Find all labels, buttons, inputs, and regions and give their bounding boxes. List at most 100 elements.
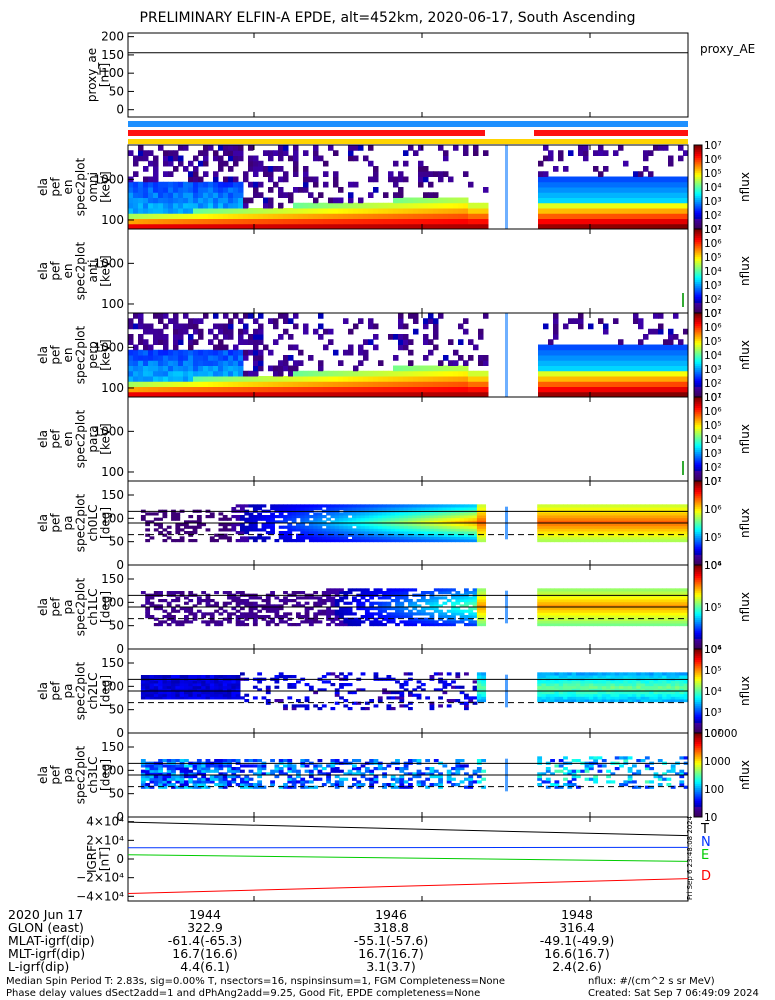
spec-perp-cell xyxy=(198,318,204,324)
pa-ch1-cell xyxy=(683,615,689,619)
spec-perp-cell xyxy=(388,391,394,398)
spec-perp-cell xyxy=(423,355,429,361)
pa-ch0-cell xyxy=(567,517,573,521)
spec-perp-cell xyxy=(188,376,194,382)
spec-perp-cell xyxy=(398,391,404,398)
spec-perp-cell xyxy=(378,386,384,393)
spec-perp-cell xyxy=(128,386,134,393)
spec-omni-cell xyxy=(138,187,144,193)
spec-omni-cell xyxy=(438,202,444,209)
spec-perp-cell xyxy=(178,386,184,393)
spec-omni-cell xyxy=(258,181,264,188)
spec-perp-cell xyxy=(653,365,659,372)
pa-ch1-cell xyxy=(550,604,555,608)
pa-ch0-cell xyxy=(623,517,629,521)
spec-omni-cell xyxy=(583,155,589,162)
pa-ch1-cell xyxy=(278,620,284,624)
spec-omni-cell xyxy=(538,208,544,214)
spec-perp-cell xyxy=(143,349,149,356)
pa-ch1-cell xyxy=(188,599,194,603)
pa-ch1-cell xyxy=(476,609,482,613)
pa-ch0-cell xyxy=(476,515,482,519)
spec-perp-cell xyxy=(303,370,309,377)
pa-ch0-cell xyxy=(433,517,439,521)
pa-ch1-cell xyxy=(640,604,646,608)
spec-perp-cell xyxy=(438,313,444,319)
spec-omni-cell xyxy=(233,208,239,214)
spec-omni-cell xyxy=(618,176,624,183)
pa-ch1-cell xyxy=(545,617,551,621)
spec-omni-cell xyxy=(483,202,489,209)
spec-perp-cell xyxy=(668,370,674,377)
spec-perp-cell xyxy=(143,344,149,351)
pa-ch1-cell xyxy=(399,601,405,605)
spec-para-colorbar-cell xyxy=(694,439,702,442)
spec-perp-cell xyxy=(193,323,199,330)
spec-omni-cell xyxy=(408,218,414,225)
pa-ch0-cell xyxy=(649,504,655,508)
pa-ch1-cell xyxy=(420,623,426,627)
spec-perp-cell xyxy=(628,370,634,377)
spec-omni-cell xyxy=(193,181,199,188)
spec-omni-cell xyxy=(148,223,154,230)
spec-perp-cell xyxy=(588,391,594,398)
spec-perp-cell xyxy=(328,386,334,393)
spec-perp-cell xyxy=(403,381,409,387)
spec-perp-cell xyxy=(568,386,574,393)
spec-para-colorbar-cell xyxy=(694,443,702,446)
spec-omni-cell xyxy=(398,176,404,183)
pa-ch1-cell xyxy=(317,612,323,616)
spec-perp-cell xyxy=(568,365,574,372)
pa-ch0-cell xyxy=(214,533,219,537)
spec-omni-cell xyxy=(643,187,649,193)
spec-omni-cell xyxy=(193,197,199,204)
spec-perp-cell xyxy=(598,349,604,356)
pa-ch0-cell xyxy=(438,512,443,516)
pa-ch1-cell xyxy=(317,601,323,605)
pa-ch1-cell xyxy=(563,596,568,600)
spec-omni-colorbar-cell xyxy=(694,216,702,219)
spec-omni-cell xyxy=(588,176,594,183)
spec-omni-cell xyxy=(248,160,254,167)
pa-ch0-cell xyxy=(558,515,564,519)
pa-ch1-cell xyxy=(683,612,689,616)
pa-ch0-cell xyxy=(567,512,573,516)
pa-ch0-cell xyxy=(296,533,301,537)
spec-omni-cell xyxy=(213,202,219,209)
pa-ch0-cell xyxy=(662,531,667,535)
pa-ch0-cell xyxy=(558,536,564,540)
spec-perp-cell xyxy=(323,391,329,398)
pa-ch0-cell xyxy=(640,528,646,532)
pa-ch0-cell xyxy=(240,528,245,532)
pa-ch1-cell xyxy=(377,612,383,616)
spec-perp-cell xyxy=(173,318,179,324)
pa-ch0-cell xyxy=(209,515,215,519)
pa-ch1-cell xyxy=(627,596,633,600)
pa-ch0-cell xyxy=(675,533,680,537)
spec-omni-cell xyxy=(593,192,599,198)
spec-perp-cell xyxy=(638,360,644,366)
spec-perp-colorbar-cell xyxy=(694,334,702,337)
pa-ch0-cell xyxy=(175,517,181,521)
pa-ch0-cell xyxy=(304,533,310,537)
spec-anti-colorbar-tick: 10¹ xyxy=(704,308,722,320)
spec-perp-cell xyxy=(283,376,289,382)
pa-ch0-cell xyxy=(433,512,439,516)
spec-perp-cell xyxy=(628,344,634,351)
pa-ch0-cell xyxy=(145,533,151,537)
pa-ch0-cell xyxy=(386,525,392,529)
spec-omni-cell xyxy=(193,208,199,214)
pa-ch0-cell xyxy=(438,507,443,511)
pa-ch1-cell xyxy=(558,601,564,605)
spec-perp-cell xyxy=(358,381,364,387)
spec-omni-cell xyxy=(433,208,439,214)
pa-ch0-cell xyxy=(537,528,543,532)
pa-ch0-cell xyxy=(554,531,560,535)
status-bar-blue xyxy=(128,121,688,127)
pa-ch1-cell xyxy=(420,620,426,624)
pa-ch0-cell xyxy=(644,507,650,511)
spec-perp-cell xyxy=(203,370,209,377)
pa-ch1-cell xyxy=(481,604,487,608)
spec-omni-cell xyxy=(618,208,624,214)
spec-perp-cell xyxy=(673,355,679,361)
